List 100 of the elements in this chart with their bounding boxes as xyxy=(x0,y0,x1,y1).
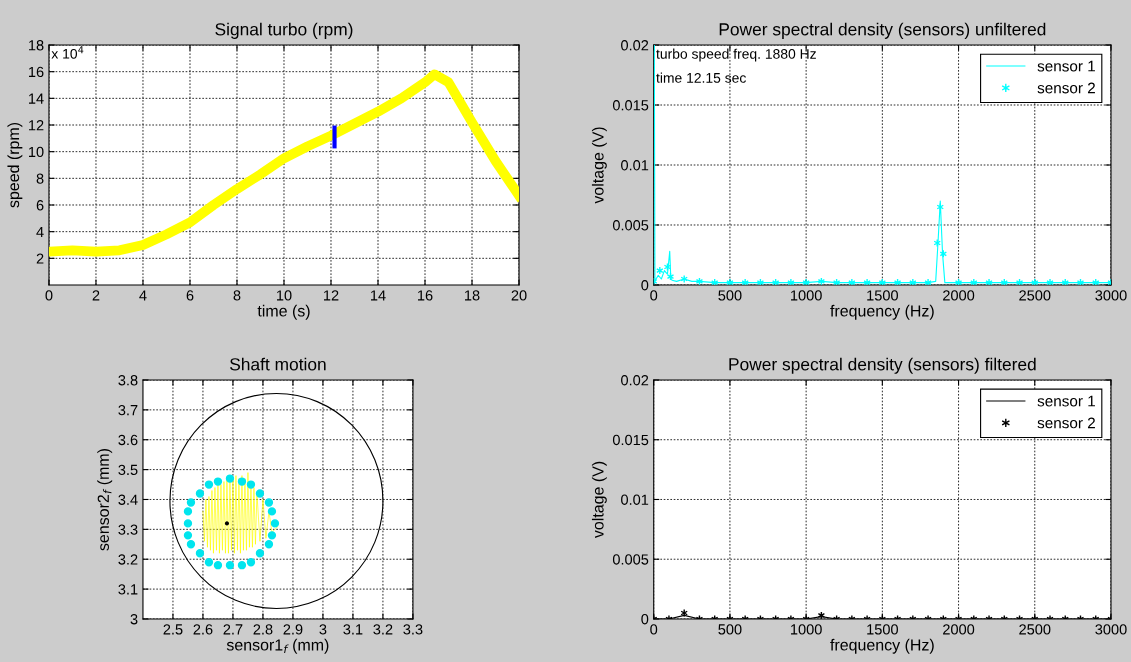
x-tick-label: 3.3 xyxy=(403,624,423,635)
y-tick-label: 12 xyxy=(29,120,44,131)
x-tick-label: 500 xyxy=(718,624,742,635)
x-tick-label: 3000 xyxy=(1095,624,1127,635)
y-tick-label: 3.5 xyxy=(118,464,138,476)
point xyxy=(246,480,256,489)
point xyxy=(204,558,214,567)
x-tick-label: 2000 xyxy=(943,290,975,301)
annotation: turbo speed freq. 1880 Hz xyxy=(656,48,816,62)
x-axis-title: frequency (Hz) xyxy=(830,638,934,654)
x-tick-label: 3.2 xyxy=(373,624,393,635)
point xyxy=(237,561,247,570)
y-tick-label: 3.1 xyxy=(118,584,138,595)
x-tick-label: 2.9 xyxy=(283,624,303,635)
point xyxy=(264,498,274,507)
y-tick-label: 3.2 xyxy=(118,554,138,565)
point xyxy=(213,561,223,570)
x-axis-title: sensor1$_{f}$ (mm) xyxy=(226,638,329,654)
x-tick-label: 6 xyxy=(186,290,194,301)
point xyxy=(267,531,277,540)
y-tick-label: 4 xyxy=(36,226,44,237)
point xyxy=(183,507,193,516)
x-tick-label: 3000 xyxy=(1095,290,1127,301)
point xyxy=(225,561,235,570)
y-tick-label: 6 xyxy=(36,200,44,211)
y-tick-label: 3.8 xyxy=(118,375,138,386)
point xyxy=(195,549,205,558)
x-tick-label: 14 xyxy=(371,290,386,301)
y-axis-title: speed (rpm) xyxy=(7,122,23,208)
x-tick-label: 3.1 xyxy=(343,624,363,635)
y-tick-label: 16 xyxy=(29,66,44,78)
y-tick-label: 0.005 xyxy=(612,554,649,565)
y-tick-label: 10 xyxy=(29,146,44,158)
x-tick-label: 16 xyxy=(418,290,433,301)
y-tick-label: 3.7 xyxy=(118,404,138,416)
annotation: x 10$^{4}$ xyxy=(51,46,84,59)
point xyxy=(186,498,196,507)
x-tick-label: 0 xyxy=(650,624,658,635)
x-tick-label: 0 xyxy=(650,290,658,301)
x-tick-label: 8 xyxy=(233,290,241,301)
annotation: time 12.15 sec xyxy=(656,72,746,83)
chart-title: Power spectral density (sensors) filtered xyxy=(729,357,1036,374)
point xyxy=(186,540,196,549)
x-tick-label: 500 xyxy=(718,290,742,301)
x-tick-label: 2.5 xyxy=(163,624,183,635)
legend-label: sensor 1 xyxy=(1037,60,1095,72)
y-tick-label: 0.02 xyxy=(621,375,649,386)
y-tick-label: 0.01 xyxy=(621,160,649,171)
x-tick-label: 12 xyxy=(324,290,339,301)
y-tick-label: 2 xyxy=(36,253,44,264)
y-tick-label: 14 xyxy=(29,93,44,104)
point xyxy=(264,540,274,549)
y-tick-label: 0.01 xyxy=(621,494,649,505)
y-tick-label: 0 xyxy=(641,614,649,625)
y-tick-label: 0.015 xyxy=(612,434,649,446)
x-tick-label: 4 xyxy=(139,290,147,301)
x-tick-label: 1000 xyxy=(791,290,822,301)
point xyxy=(255,489,265,498)
x-tick-label: 0 xyxy=(45,290,53,301)
point xyxy=(183,519,193,528)
chart-title: Shaft motion xyxy=(230,357,326,371)
x-tick-label: 10 xyxy=(277,290,292,301)
y-axis-title: voltage (V) xyxy=(591,461,607,539)
y-tick-label: 8 xyxy=(36,173,44,184)
point xyxy=(246,558,256,567)
point xyxy=(195,489,205,498)
y-axis-title: sensor2$_{f}$ (mm) xyxy=(97,449,113,551)
x-axis-title: time (s) xyxy=(257,304,310,320)
x-tick-label: 1500 xyxy=(867,624,898,635)
legend-label: sensor 1 xyxy=(1037,395,1095,407)
point xyxy=(204,480,214,489)
x-tick-label: 2 xyxy=(92,290,100,301)
y-tick-label: 0.005 xyxy=(612,220,649,231)
point xyxy=(225,474,235,483)
y-tick-label: 3.4 xyxy=(118,494,138,505)
y-tick-label: 18 xyxy=(29,40,44,51)
x-tick-label: 2500 xyxy=(1019,624,1051,635)
x-axis-title: frequency (Hz) xyxy=(830,304,934,320)
x-tick-label: 3 xyxy=(319,624,327,635)
point xyxy=(267,507,277,516)
y-tick-label: 0.02 xyxy=(621,40,649,51)
x-tick-label: 2.6 xyxy=(193,624,213,635)
y-tick-label: 3 xyxy=(130,614,138,625)
y-tick-label: 3.6 xyxy=(118,434,138,446)
y-tick-label: 3.3 xyxy=(118,524,138,535)
x-tick-label: 2.7 xyxy=(223,624,243,635)
x-tick-label: 18 xyxy=(465,290,480,301)
x-tick-label: 1000 xyxy=(791,624,822,635)
point xyxy=(224,521,230,526)
x-tick-label: 2000 xyxy=(943,624,975,635)
x-tick-label: 2500 xyxy=(1019,290,1051,301)
point xyxy=(237,477,247,486)
x-tick-label: 20 xyxy=(511,290,527,301)
x-tick-label: 2.8 xyxy=(253,624,273,635)
point xyxy=(213,477,223,486)
y-tick-label: 0 xyxy=(641,280,649,291)
chart-title: Power spectral density (sensors) unfiltered xyxy=(719,22,1046,39)
x-tick-label: 1500 xyxy=(867,290,898,301)
y-axis-title: voltage (V) xyxy=(591,127,607,204)
y-tick-label: 0.015 xyxy=(612,100,649,111)
